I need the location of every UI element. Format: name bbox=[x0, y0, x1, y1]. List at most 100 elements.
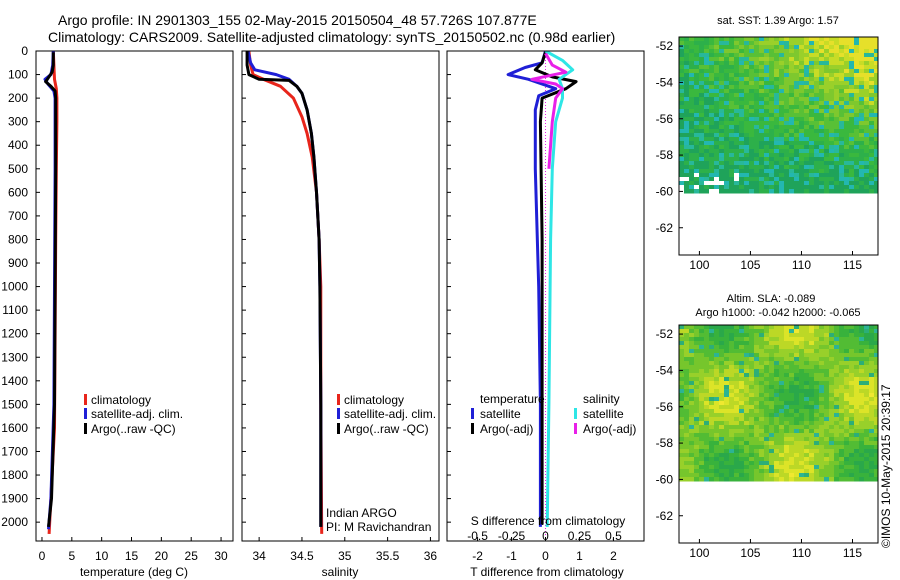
map-cell bbox=[779, 181, 785, 186]
map-cell bbox=[824, 97, 830, 102]
map-cell bbox=[724, 129, 730, 134]
map-cell bbox=[734, 385, 740, 390]
map-cell bbox=[689, 409, 695, 414]
map-cell bbox=[844, 117, 850, 122]
map-cell bbox=[834, 117, 840, 122]
map-cell bbox=[749, 325, 755, 330]
map-cell bbox=[849, 409, 855, 414]
map-cell bbox=[759, 113, 765, 118]
map-cell bbox=[849, 385, 855, 390]
map-cell bbox=[824, 69, 830, 74]
map-cell bbox=[739, 329, 745, 334]
map-cell bbox=[689, 453, 695, 458]
map-cell bbox=[794, 409, 800, 414]
map-cell bbox=[734, 417, 740, 422]
map-cell bbox=[869, 389, 875, 394]
map-cell bbox=[774, 445, 780, 450]
map-cell bbox=[694, 325, 700, 330]
map-cell bbox=[844, 345, 850, 350]
map-cell bbox=[824, 121, 830, 126]
map-cell bbox=[789, 473, 795, 478]
map-cell bbox=[679, 425, 685, 430]
map-cell bbox=[714, 57, 720, 62]
legend-swatch-climatology-sal bbox=[337, 394, 340, 405]
map-cell bbox=[804, 133, 810, 138]
map-cell bbox=[824, 373, 830, 378]
map-cell bbox=[759, 153, 765, 158]
map-cell bbox=[824, 37, 830, 42]
map-cell bbox=[859, 65, 865, 70]
map-cell bbox=[849, 145, 855, 150]
map-cell bbox=[774, 457, 780, 462]
map-cell bbox=[784, 409, 790, 414]
map-cell bbox=[859, 57, 865, 62]
map-cell bbox=[829, 393, 835, 398]
map-cell bbox=[769, 81, 775, 86]
map-cell bbox=[734, 409, 740, 414]
map-cell bbox=[804, 405, 810, 410]
map-cell bbox=[709, 345, 715, 350]
map-cell bbox=[804, 169, 810, 174]
map-cell bbox=[814, 373, 820, 378]
map-cell bbox=[814, 329, 820, 334]
map-cell bbox=[779, 57, 785, 62]
map-cell bbox=[679, 93, 685, 98]
map-cell bbox=[714, 421, 720, 426]
map-cell bbox=[719, 353, 725, 358]
map-cell bbox=[689, 145, 695, 150]
map-cell bbox=[694, 73, 700, 78]
map-cell bbox=[814, 37, 820, 42]
map-cell bbox=[799, 81, 805, 86]
map-cell bbox=[749, 121, 755, 126]
map-cell bbox=[859, 405, 865, 410]
map-cell bbox=[714, 177, 720, 182]
map-cell bbox=[804, 417, 810, 422]
map-cell bbox=[799, 161, 805, 166]
map-cell bbox=[839, 361, 845, 366]
map-cell bbox=[734, 141, 740, 146]
map-cell bbox=[819, 329, 825, 334]
map-cell bbox=[679, 345, 685, 350]
map-cell bbox=[774, 149, 780, 154]
map-cell bbox=[689, 49, 695, 54]
map-cell bbox=[749, 181, 755, 186]
map-cell bbox=[734, 89, 740, 94]
map-cell bbox=[754, 93, 760, 98]
map-cell bbox=[709, 129, 715, 134]
map-cell bbox=[839, 121, 845, 126]
map-cell bbox=[844, 81, 850, 86]
map-cell bbox=[824, 105, 830, 110]
map-cell bbox=[679, 61, 685, 66]
map-cell bbox=[774, 137, 780, 142]
map-cell bbox=[734, 445, 740, 450]
map-cell bbox=[774, 69, 780, 74]
map-cell bbox=[784, 173, 790, 178]
map-cell bbox=[744, 401, 750, 406]
map-cell bbox=[734, 373, 740, 378]
map-cell bbox=[859, 373, 865, 378]
map-cell bbox=[859, 129, 865, 134]
map-cell bbox=[704, 349, 710, 354]
map-cell bbox=[749, 73, 755, 78]
map-cell bbox=[749, 381, 755, 386]
map-cell bbox=[834, 185, 840, 190]
map-cell bbox=[819, 93, 825, 98]
map-cell bbox=[729, 177, 735, 182]
map-cell bbox=[679, 109, 685, 114]
map-cell bbox=[684, 477, 690, 482]
map-cell bbox=[684, 457, 690, 462]
map-cell bbox=[829, 477, 835, 482]
map-cell bbox=[814, 429, 820, 434]
map-cell bbox=[704, 125, 710, 130]
map-cell bbox=[824, 169, 830, 174]
map-cell bbox=[744, 105, 750, 110]
map-cell bbox=[729, 89, 735, 94]
map-cell bbox=[819, 97, 825, 102]
map-cell bbox=[679, 397, 685, 402]
series-difference-2 bbox=[544, 51, 575, 527]
map-cell bbox=[709, 365, 715, 370]
map-cell bbox=[739, 405, 745, 410]
map-cell bbox=[869, 181, 875, 186]
map-cell bbox=[814, 437, 820, 442]
map-cell bbox=[709, 477, 715, 482]
